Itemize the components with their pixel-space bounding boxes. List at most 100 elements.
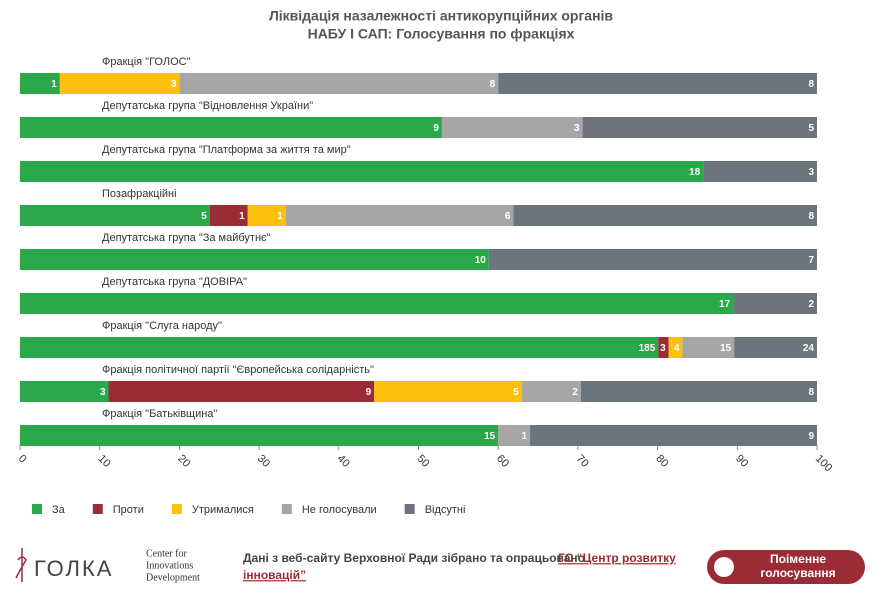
value-label: 10 xyxy=(475,255,487,266)
value-label: 5 xyxy=(513,387,519,398)
value-label: 3 xyxy=(574,123,580,134)
bar-segment xyxy=(734,337,817,358)
value-label: 1 xyxy=(51,79,57,90)
logo: ГОЛКА xyxy=(34,556,113,581)
logo-icon xyxy=(15,548,27,582)
category-label: Депутатська група "За майбутнє" xyxy=(102,232,271,244)
bar-segment xyxy=(582,117,817,138)
bar-segment xyxy=(733,293,817,314)
value-label: 15 xyxy=(720,343,732,354)
bar-segment xyxy=(20,425,499,446)
x-tick-label: 60 xyxy=(494,453,511,470)
bar-segment xyxy=(658,337,669,358)
bar-segment xyxy=(20,73,60,94)
value-label: 9 xyxy=(808,431,814,442)
x-tick-label: 0 xyxy=(16,453,29,466)
legend-swatch xyxy=(171,504,182,514)
value-label: 8 xyxy=(808,79,814,90)
button[interactable] xyxy=(707,550,865,584)
button-label[interactable]: Поіменне xyxy=(770,552,826,566)
bar-segment xyxy=(488,249,817,270)
category-label: Фракція "Слуга народу" xyxy=(102,320,222,332)
value-label: 18 xyxy=(689,167,701,178)
source-link[interactable]: ГС “Центр розвитку xyxy=(558,551,676,565)
bar-segment xyxy=(20,381,109,402)
legend-swatch xyxy=(404,504,415,514)
bar-segment xyxy=(285,205,514,226)
legend-label: Проти xyxy=(113,504,144,516)
legend-label: Відсутні xyxy=(425,504,466,516)
x-tick-label: 10 xyxy=(96,453,113,470)
bar-segment xyxy=(498,73,817,94)
value-label: 7 xyxy=(808,255,814,266)
bar-segment xyxy=(521,381,581,402)
button-icon xyxy=(714,557,734,577)
legend-swatch xyxy=(32,504,42,514)
value-label: 2 xyxy=(572,387,578,398)
partner: Innovations xyxy=(146,560,193,571)
bar-segment xyxy=(20,337,659,358)
x-tick-label: 70 xyxy=(574,453,591,470)
x-tick-label: 30 xyxy=(255,453,272,470)
category-label: Фракція "Батьківщина" xyxy=(102,408,217,420)
bar-segment xyxy=(668,337,683,358)
bar-segment xyxy=(682,337,735,358)
legend-label: Не голосували xyxy=(302,504,377,516)
legend-swatch xyxy=(92,504,103,514)
value-label: 3 xyxy=(171,79,177,90)
bar-segment xyxy=(513,205,817,226)
value-label: 3 xyxy=(660,343,666,354)
x-tick-label: 20 xyxy=(175,453,192,470)
legend-swatch xyxy=(281,504,292,514)
source: Дані з веб-сайту Верховної Ради зібрано … xyxy=(243,551,585,565)
category-label: Депутатська група "Відновлення України" xyxy=(102,100,313,112)
bar-segment xyxy=(247,205,286,226)
legend-label: За xyxy=(52,504,66,516)
value-label: 4 xyxy=(674,343,680,354)
value-label: 17 xyxy=(719,299,731,310)
bar-segment xyxy=(179,73,499,94)
value-label: 8 xyxy=(808,211,814,222)
chart-title: НАБУ І САП: Голосування по фракціях xyxy=(308,26,575,42)
category-label: Депутатська група "ДОВІРА" xyxy=(102,276,247,288)
x-tick-label: 40 xyxy=(335,453,352,470)
category-label: Позафракційні xyxy=(102,188,177,200)
bar-segment xyxy=(580,381,817,402)
value-label: 15 xyxy=(484,431,496,442)
bar-segment xyxy=(108,381,375,402)
partner: Center for xyxy=(146,548,187,559)
bar-segment xyxy=(374,381,522,402)
bar-segment xyxy=(20,249,489,270)
value-label: 9 xyxy=(366,387,372,398)
bar-segment xyxy=(441,117,583,138)
value-label: 8 xyxy=(490,79,496,90)
value-label: 24 xyxy=(803,343,815,354)
x-tick-label: 80 xyxy=(653,453,670,470)
x-tick-label: 100 xyxy=(813,453,834,474)
value-label: 3 xyxy=(808,167,814,178)
source-link[interactable]: інновацій” xyxy=(243,568,306,582)
bar-segment xyxy=(530,425,817,446)
bar-segment xyxy=(703,161,817,182)
partner: Development xyxy=(146,572,200,583)
bar-segment xyxy=(498,425,531,446)
bar-segment xyxy=(59,73,180,94)
value-label: 1 xyxy=(239,211,245,222)
chart-title: Ліквідація назалежності антикорупційних … xyxy=(269,8,613,24)
bar-segment xyxy=(20,117,442,138)
value-label: 1 xyxy=(522,431,528,442)
value-label: 2 xyxy=(808,299,814,310)
value-label: 3 xyxy=(100,387,106,398)
button-label[interactable]: голосування xyxy=(760,566,835,580)
value-label: 9 xyxy=(433,123,439,134)
value-label: 1 xyxy=(277,211,283,222)
bar-segment xyxy=(20,161,704,182)
value-label: 6 xyxy=(505,211,511,222)
legend-label: Утрималися xyxy=(192,504,254,516)
bar-segment xyxy=(209,205,248,226)
value-label: 5 xyxy=(808,123,814,134)
x-tick-label: 50 xyxy=(414,453,431,470)
bar-segment xyxy=(20,293,734,314)
bar-segment xyxy=(20,205,210,226)
